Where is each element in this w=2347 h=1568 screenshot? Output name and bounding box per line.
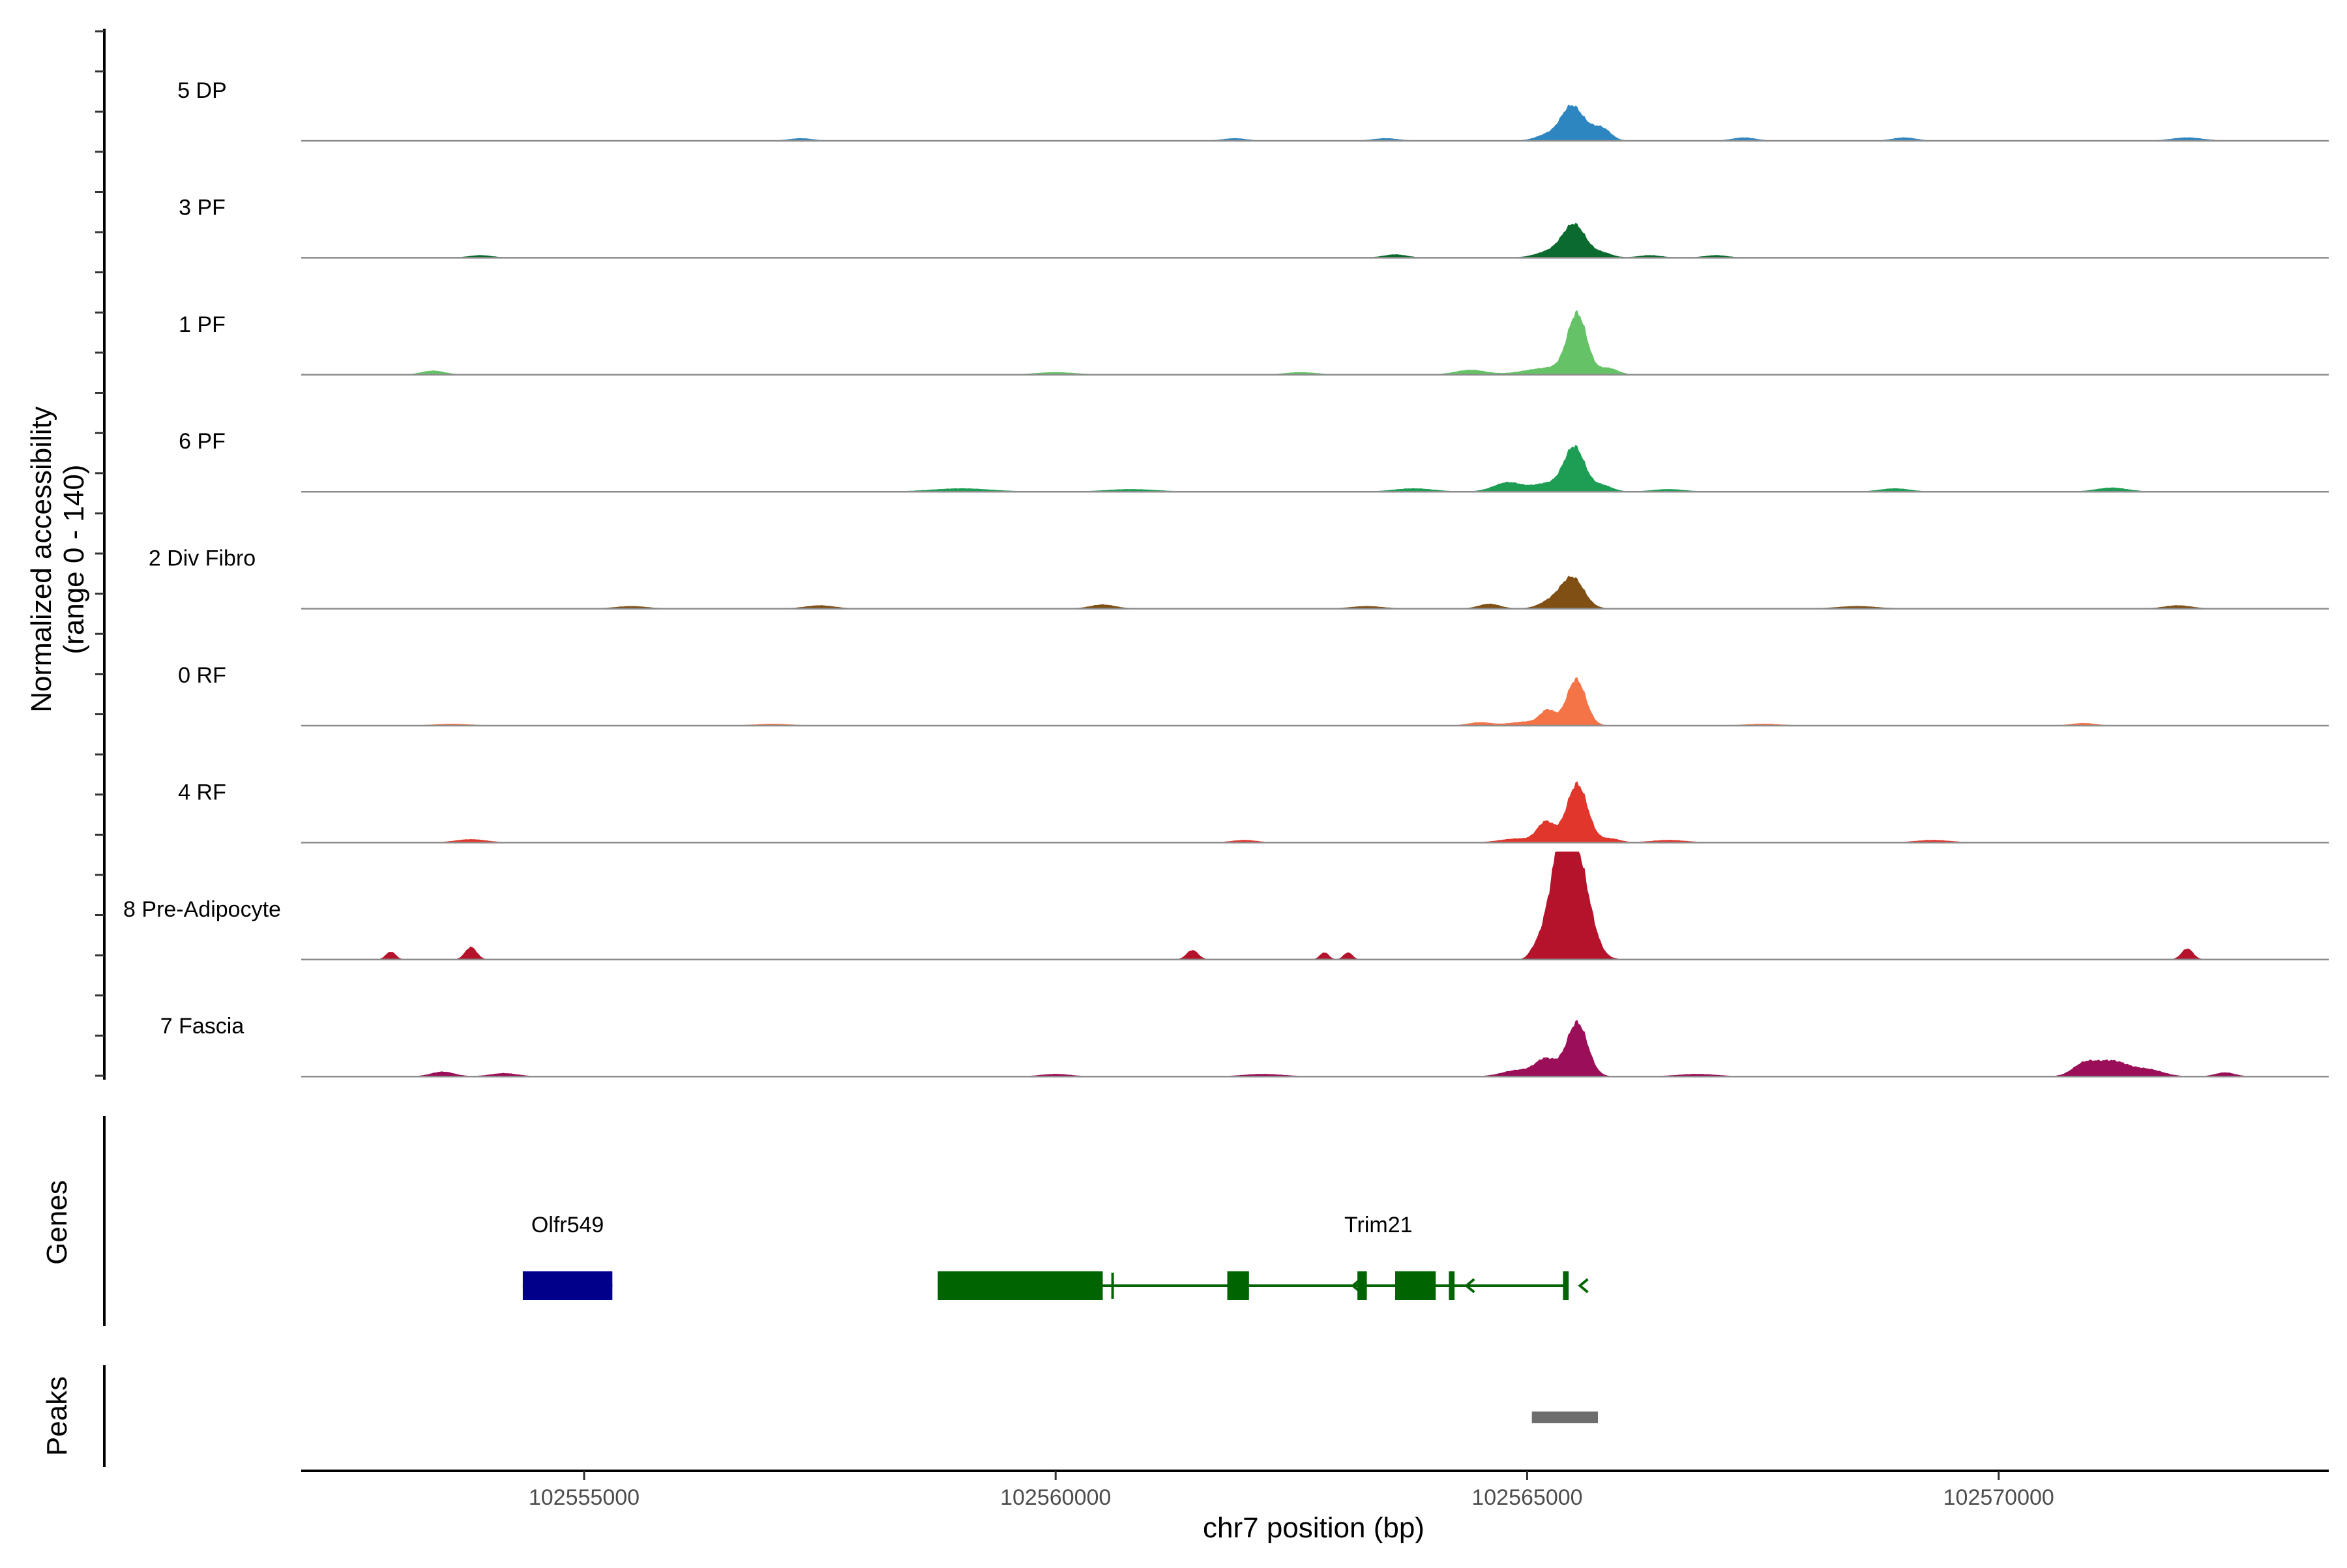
y-axis xyxy=(95,29,106,1080)
track-2-div-fibro: 2 Div Fibro xyxy=(149,546,2329,610)
gene-trim21: Trim21 xyxy=(937,1213,1589,1300)
x-tick-label: 102555000 xyxy=(529,1485,640,1510)
gene-exon xyxy=(1395,1271,1436,1300)
track-label: 5 DP xyxy=(177,78,227,103)
track-label: 0 RF xyxy=(178,663,226,688)
gene-exon xyxy=(522,1271,613,1300)
track-8-pre-adipocyte: 8 Pre-Adipocyte xyxy=(123,851,2329,961)
x-tick-label: 102560000 xyxy=(1000,1485,1111,1510)
x-tick-label: 102570000 xyxy=(1943,1485,2054,1510)
gene-exon xyxy=(1357,1271,1367,1300)
track-label: 6 PF xyxy=(179,429,226,454)
track-label: 7 Fascia xyxy=(160,1014,244,1039)
track-5-dp: 5 DP xyxy=(177,78,2329,142)
track-1-pf: 1 PF xyxy=(179,310,2329,376)
track-3-pf: 3 PF xyxy=(179,195,2329,259)
peaks-track xyxy=(1531,1412,1598,1423)
track-label: 8 Pre-Adipocyte xyxy=(123,897,281,922)
track-label: 3 PF xyxy=(179,195,226,220)
coverage-tracks: 5 DP 3 PF 1 PF 6 PF 2 Div Fibro 0 RF 4 RF 8 Pre… xyxy=(123,78,2329,1078)
track-6-pf: 6 PF xyxy=(179,429,2329,493)
gene-exon xyxy=(1055,1271,1067,1300)
peaks-track-label: Peaks xyxy=(41,1376,73,1456)
genes-track-label: Genes xyxy=(41,1180,73,1265)
y-axis-subtitle: (range 0 - 140) xyxy=(58,464,90,654)
x-tick-label: 102565000 xyxy=(1471,1485,1582,1510)
gene-exon xyxy=(1449,1271,1455,1300)
track-label: 2 Div Fibro xyxy=(149,546,256,571)
track-0-rf: 0 RF xyxy=(178,663,2329,727)
x-axis-title: chr7 position (bp) xyxy=(1203,1512,1424,1544)
track-label: 1 PF xyxy=(179,312,226,337)
gene-exon xyxy=(1563,1271,1569,1300)
gene-exon xyxy=(937,1271,1103,1300)
gene-exon xyxy=(1111,1273,1114,1299)
gene-exon xyxy=(1227,1271,1249,1300)
track-label: 4 RF xyxy=(178,780,226,805)
gene-olfr549: Olfr549 xyxy=(522,1213,613,1300)
gene-label: Trim21 xyxy=(1344,1213,1413,1237)
y-axis-title: Normalized accessibility xyxy=(25,406,57,712)
track-4-rf: 4 RF xyxy=(178,780,2329,844)
peak-region xyxy=(1531,1412,1598,1423)
track-7-fascia: 7 Fascia xyxy=(160,1014,2329,1078)
strand-arrow-icon xyxy=(1578,1278,1589,1294)
strand-arrow-icon xyxy=(1464,1278,1475,1294)
gene-label: Olfr549 xyxy=(531,1213,604,1237)
x-axis: 102555000 102560000 102565000 102570000 xyxy=(301,1470,2329,1510)
genes-track: Olfr549 Trim21 xyxy=(522,1213,1589,1300)
